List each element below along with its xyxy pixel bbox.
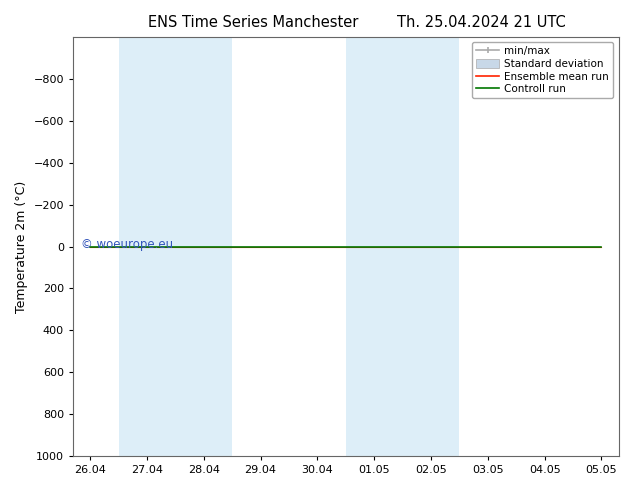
Bar	[403, 37, 460, 456]
Y-axis label: Temperature 2m (°C): Temperature 2m (°C)	[15, 180, 28, 313]
Bar	[346, 37, 403, 456]
Bar	[119, 37, 176, 456]
Text: Th. 25.04.2024 21 UTC: Th. 25.04.2024 21 UTC	[398, 15, 566, 30]
Bar	[630, 37, 634, 456]
Legend: min/max, Standard deviation, Ensemble mean run, Controll run: min/max, Standard deviation, Ensemble me…	[472, 42, 613, 98]
Text: ENS Time Series Manchester: ENS Time Series Manchester	[148, 15, 359, 30]
Text: © woeurope.eu: © woeurope.eu	[81, 238, 173, 251]
Bar	[176, 37, 232, 456]
